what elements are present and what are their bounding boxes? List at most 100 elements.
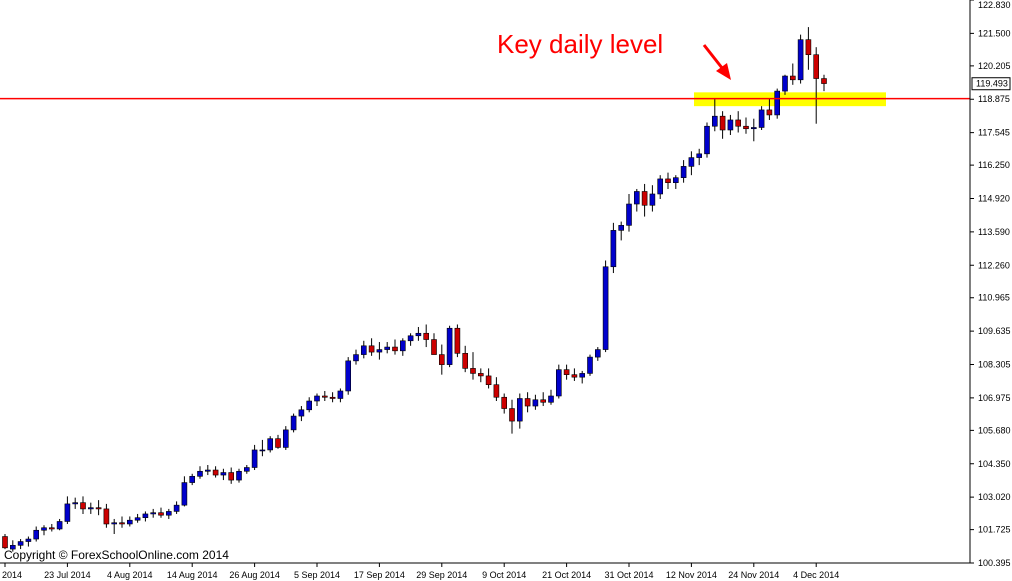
candle — [392, 339, 398, 355]
candle — [696, 148, 703, 166]
candle — [665, 172, 671, 189]
x-tick-label: 31 Oct 2014 — [604, 570, 653, 580]
candle-body-bear — [119, 522, 125, 525]
y-tick-label: 114.920 — [978, 193, 1010, 203]
candle-body-bear — [789, 75, 796, 81]
candle — [360, 340, 367, 359]
candle — [516, 393, 523, 429]
candle-body-bear — [423, 332, 430, 340]
candle — [150, 508, 156, 518]
candle-body-bear — [766, 109, 773, 116]
candle — [532, 394, 539, 410]
candle — [618, 221, 625, 241]
current-price-tag — [971, 77, 1011, 91]
x-tick-label: 26 Aug 2014 — [229, 570, 280, 580]
candle — [626, 193, 632, 232]
candle-body-bull — [758, 109, 765, 128]
x-tick-label: 9 Oct 2014 — [482, 570, 526, 580]
candle — [649, 185, 656, 212]
candle-body-bull — [399, 340, 406, 352]
candle — [477, 368, 484, 383]
candle — [127, 516, 133, 527]
candle — [493, 377, 500, 402]
candle — [688, 151, 695, 176]
candle-body-bull — [337, 390, 344, 399]
candle — [594, 347, 601, 361]
candle-body-bull — [415, 332, 422, 337]
candle-body-bull — [345, 360, 352, 392]
candle — [2, 534, 8, 550]
candle-body-bull — [727, 119, 734, 131]
candle — [212, 466, 219, 478]
candle — [166, 508, 172, 519]
candle — [290, 413, 297, 433]
candle — [368, 338, 375, 356]
candle-body-bull — [10, 545, 16, 550]
candle-body-bull — [127, 519, 133, 525]
candle — [462, 345, 469, 373]
candle-body-bull — [33, 529, 40, 540]
candle — [10, 540, 16, 552]
candle — [587, 354, 593, 376]
candle — [805, 27, 812, 70]
candle — [345, 357, 352, 395]
candle — [711, 98, 718, 132]
candle-body-bear — [540, 399, 547, 403]
candle-body-bull — [41, 527, 47, 531]
candle-body-bull — [56, 521, 63, 530]
candle-body-bull — [88, 507, 94, 510]
candle-body-bull — [64, 503, 71, 522]
candle — [423, 324, 430, 348]
candle-body-bull — [197, 470, 203, 477]
candle-body-bull — [360, 345, 367, 355]
candle-body-bull — [774, 90, 781, 116]
x-tick-label: 23 Jul 2014 — [44, 570, 91, 580]
candle — [555, 364, 562, 399]
candle — [657, 175, 664, 200]
candle-body-bear — [641, 191, 648, 206]
y-tick-label: 103.020 — [978, 492, 1011, 502]
y-tick-label: 112.260 — [978, 260, 1010, 270]
candle — [41, 525, 47, 536]
candle-body-bear — [563, 369, 570, 375]
candle-body-bull — [688, 157, 695, 167]
candle — [119, 516, 125, 528]
candle — [244, 465, 250, 474]
candle-body-bull — [680, 166, 687, 178]
candle-body-bull — [166, 511, 172, 516]
y-tick-label: 117.545 — [978, 128, 1010, 138]
candle-body-bull — [244, 467, 250, 472]
x-tick-label: 5 Sep 2014 — [294, 570, 340, 580]
y-tick-label: 116.250 — [978, 160, 1010, 170]
candle-body-bear — [454, 327, 461, 354]
candle — [797, 34, 804, 84]
candle — [220, 468, 227, 481]
candle-body-bull — [649, 193, 656, 206]
x-tick-label: 2014 — [2, 570, 22, 580]
candle-body-bull — [290, 415, 297, 431]
x-tick-label: 4 Aug 2014 — [107, 570, 153, 580]
candle-body-bear — [821, 78, 827, 84]
y-tick-label: 100.395 — [978, 558, 1011, 568]
candle — [782, 74, 788, 95]
candle — [813, 47, 820, 124]
y-tick-label: 110.965 — [978, 293, 1010, 303]
x-tick-label: 29 Sep 2014 — [416, 570, 467, 580]
candle-body-bull — [314, 395, 320, 402]
candle-body-bull — [267, 438, 274, 451]
candle — [376, 342, 383, 360]
candle — [821, 74, 827, 92]
candle-body-bear — [392, 346, 398, 352]
candle — [727, 114, 734, 136]
candle — [189, 473, 195, 486]
candle — [329, 392, 336, 403]
y-tick-label: 122.830 — [978, 0, 1011, 10]
candle — [72, 497, 78, 509]
candle-body-bear — [2, 536, 8, 549]
x-tick-label: 21 Oct 2014 — [542, 570, 591, 580]
candle — [158, 507, 164, 518]
candle — [173, 501, 180, 514]
candle-body-bear — [524, 398, 531, 407]
